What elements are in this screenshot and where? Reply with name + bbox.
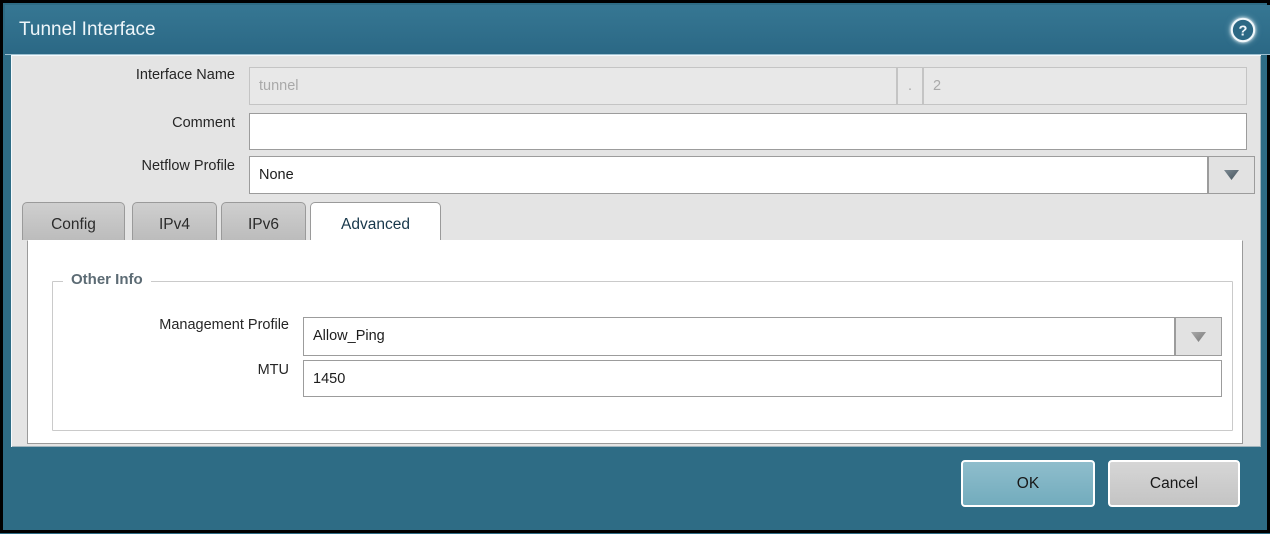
svg-text:?: ?: [1239, 23, 1248, 39]
